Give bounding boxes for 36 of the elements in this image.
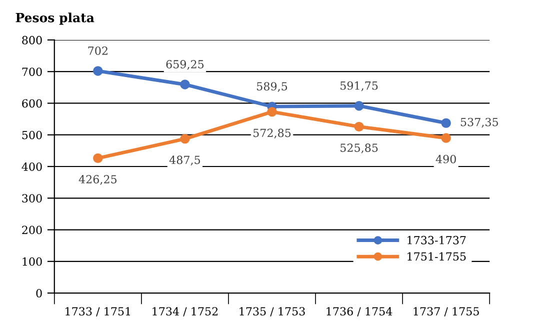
data-label: 487,5 — [169, 156, 200, 166]
legend-label: 1733-1737 — [408, 236, 466, 244]
data-label: 659,25 — [166, 60, 204, 70]
point — [180, 134, 190, 144]
point — [354, 100, 364, 111]
y-tick-label: 100 — [22, 257, 42, 266]
y-tick-label: 600 — [22, 99, 42, 108]
x-tick-label: 1737 / 1755 — [414, 307, 479, 316]
point — [441, 118, 451, 128]
y-tick-label: 300 — [22, 194, 42, 203]
data-label: 702 — [88, 46, 108, 55]
x-tick-label: 1733 / 1751 — [66, 307, 130, 316]
point — [441, 133, 451, 143]
y-tick-label: 500 — [22, 130, 42, 140]
point — [93, 66, 103, 76]
data-label: 426,25 — [78, 175, 116, 185]
point — [267, 106, 277, 117]
data-label: 525,85 — [340, 144, 378, 154]
y-tick-label: 400 — [22, 162, 42, 171]
x-tick-label: 1734 / 1752 — [152, 307, 218, 316]
data-label: 490 — [436, 154, 456, 164]
y-tick-label: 700 — [22, 68, 42, 76]
y-axis-title: Pesos plata — [16, 12, 94, 25]
x-tick-label: 1735 / 1753 — [240, 307, 305, 316]
y-tick-label: 200 — [22, 226, 42, 234]
data-label: 591,75 — [340, 81, 378, 92]
data-label: 572,85 — [254, 128, 291, 138]
point — [354, 122, 364, 132]
data-label: 537,35 — [460, 118, 498, 128]
y-tick-label: 0 — [36, 289, 42, 298]
legend-label: 1751-1755 — [408, 252, 466, 261]
data-label: 589,5 — [257, 82, 288, 92]
point — [93, 153, 103, 164]
y-tick-label: 800 — [22, 36, 42, 44]
x-tick-label: 1736 / 1754 — [326, 307, 392, 316]
point — [180, 80, 190, 90]
